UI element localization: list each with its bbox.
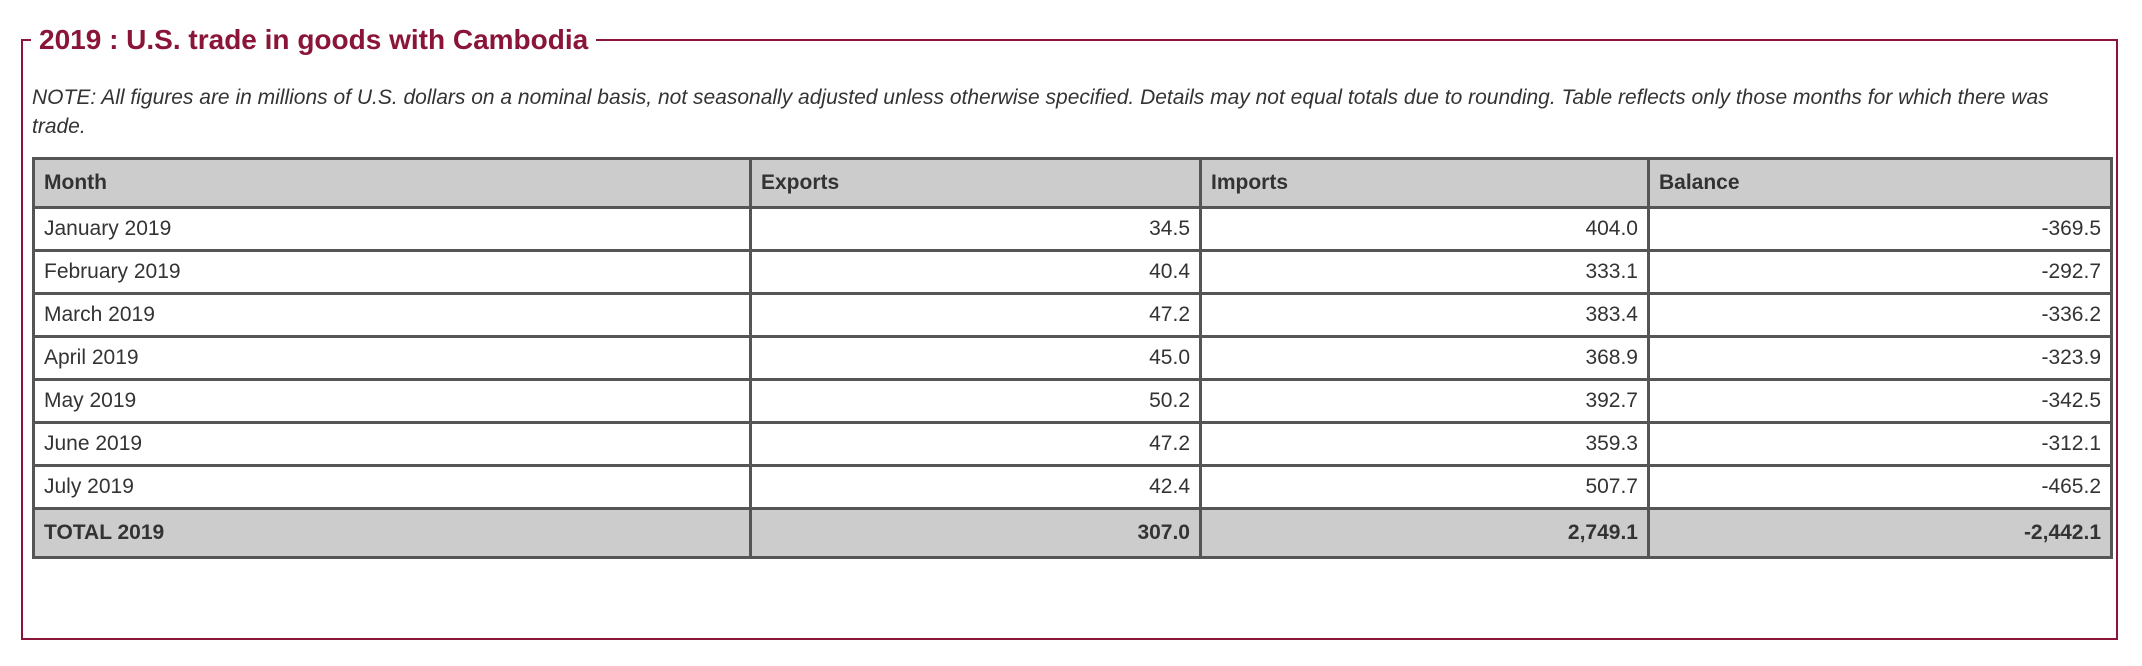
exports-cell: 40.4 bbox=[749, 249, 1202, 295]
imports-cell: 383.4 bbox=[1199, 292, 1650, 338]
table-row: June 2019 47.2 359.3 -312.1 bbox=[32, 421, 2113, 467]
exports-cell: 47.2 bbox=[749, 421, 1202, 467]
trade-summary-panel: 2019 : U.S. trade in goods with Cambodia bbox=[21, 24, 2118, 640]
total-exports-cell: 307.0 bbox=[749, 507, 1202, 559]
balance-cell: -292.7 bbox=[1647, 249, 2113, 295]
exports-cell: 50.2 bbox=[749, 378, 1202, 424]
month-cell: April 2019 bbox=[32, 335, 752, 381]
exports-cell: 42.4 bbox=[749, 464, 1202, 510]
month-cell: January 2019 bbox=[32, 206, 752, 252]
month-cell: June 2019 bbox=[32, 421, 752, 467]
exports-cell: 47.2 bbox=[749, 292, 1202, 338]
total-imports-cell: 2,749.1 bbox=[1199, 507, 1650, 559]
exports-cell: 45.0 bbox=[749, 335, 1202, 381]
table-header-row: Month Exports Imports Balance bbox=[32, 157, 2113, 209]
balance-cell: -312.1 bbox=[1647, 421, 2113, 467]
balance-cell: -336.2 bbox=[1647, 292, 2113, 338]
table-note: NOTE: All figures are in millions of U.S… bbox=[32, 86, 2049, 138]
balance-cell: -465.2 bbox=[1647, 464, 2113, 510]
imports-cell: 392.7 bbox=[1199, 378, 1650, 424]
month-cell: February 2019 bbox=[32, 249, 752, 295]
month-cell: July 2019 bbox=[32, 464, 752, 510]
imports-cell: 333.1 bbox=[1199, 249, 1650, 295]
balance-cell: -342.5 bbox=[1647, 378, 2113, 424]
table-row: February 2019 40.4 333.1 -292.7 bbox=[32, 249, 2113, 295]
imports-cell: 404.0 bbox=[1199, 206, 1650, 252]
exports-cell: 34.5 bbox=[749, 206, 1202, 252]
column-header-month: Month bbox=[32, 157, 752, 209]
column-header-balance: Balance bbox=[1647, 157, 2113, 209]
month-cell: March 2019 bbox=[32, 292, 752, 338]
total-balance-cell: -2,442.1 bbox=[1647, 507, 2113, 559]
month-cell: May 2019 bbox=[32, 378, 752, 424]
table-row: January 2019 34.5 404.0 -369.5 bbox=[32, 206, 2113, 252]
table-row: July 2019 42.4 507.7 -465.2 bbox=[32, 464, 2113, 510]
total-row: TOTAL 2019 307.0 2,749.1 -2,442.1 bbox=[32, 507, 2113, 559]
table-row: April 2019 45.0 368.9 -323.9 bbox=[32, 335, 2113, 381]
table-row: May 2019 50.2 392.7 -342.5 bbox=[32, 378, 2113, 424]
trade-table: Month Exports Imports Balance January 20… bbox=[32, 157, 2113, 559]
column-header-imports: Imports bbox=[1199, 157, 1650, 209]
imports-cell: 368.9 bbox=[1199, 335, 1650, 381]
balance-cell: -369.5 bbox=[1647, 206, 2113, 252]
balance-cell: -323.9 bbox=[1647, 335, 2113, 381]
total-label-cell: TOTAL 2019 bbox=[32, 507, 752, 559]
table-row: March 2019 47.2 383.4 -336.2 bbox=[32, 292, 2113, 338]
imports-cell: 507.7 bbox=[1199, 464, 1650, 510]
imports-cell: 359.3 bbox=[1199, 421, 1650, 467]
panel-title: 2019 : U.S. trade in goods with Cambodia bbox=[39, 24, 589, 55]
column-header-exports: Exports bbox=[749, 157, 1202, 209]
